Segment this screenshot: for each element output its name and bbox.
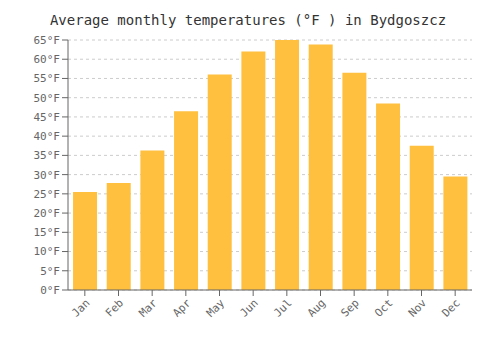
svg-text:0°F: 0°F bbox=[40, 284, 60, 297]
svg-text:Jan: Jan bbox=[69, 296, 92, 319]
svg-text:Nov: Nov bbox=[406, 296, 430, 320]
svg-text:5°F: 5°F bbox=[40, 265, 60, 278]
svg-text:25°F: 25°F bbox=[34, 188, 61, 201]
svg-text:35°F: 35°F bbox=[34, 149, 61, 162]
svg-text:Feb: Feb bbox=[103, 296, 126, 319]
svg-text:60°F: 60°F bbox=[34, 53, 61, 66]
svg-text:15°F: 15°F bbox=[34, 226, 61, 239]
svg-text:40°F: 40°F bbox=[34, 130, 61, 143]
svg-text:65°F: 65°F bbox=[34, 34, 61, 47]
svg-text:50°F: 50°F bbox=[34, 92, 61, 105]
svg-text:Oct: Oct bbox=[372, 296, 395, 319]
svg-text:20°F: 20°F bbox=[34, 207, 61, 220]
svg-text:55°F: 55°F bbox=[34, 72, 61, 85]
svg-text:45°F: 45°F bbox=[34, 111, 61, 124]
svg-text:May: May bbox=[204, 296, 228, 320]
svg-text:Jul: Jul bbox=[271, 296, 294, 319]
svg-text:Aug: Aug bbox=[305, 296, 328, 319]
svg-text:10°F: 10°F bbox=[34, 245, 61, 258]
html-text:Average monthly temperatures (: Average monthly temperatures (°F ) in By… bbox=[49, 12, 447, 28]
svg-text:Apr: Apr bbox=[170, 296, 194, 320]
svg-text:Dec: Dec bbox=[440, 296, 463, 319]
svg-text:Sep: Sep bbox=[339, 296, 362, 319]
svg-text:30°F: 30°F bbox=[34, 169, 61, 182]
svg-text:Mar: Mar bbox=[137, 296, 161, 320]
svg-text:Jun: Jun bbox=[238, 296, 261, 319]
